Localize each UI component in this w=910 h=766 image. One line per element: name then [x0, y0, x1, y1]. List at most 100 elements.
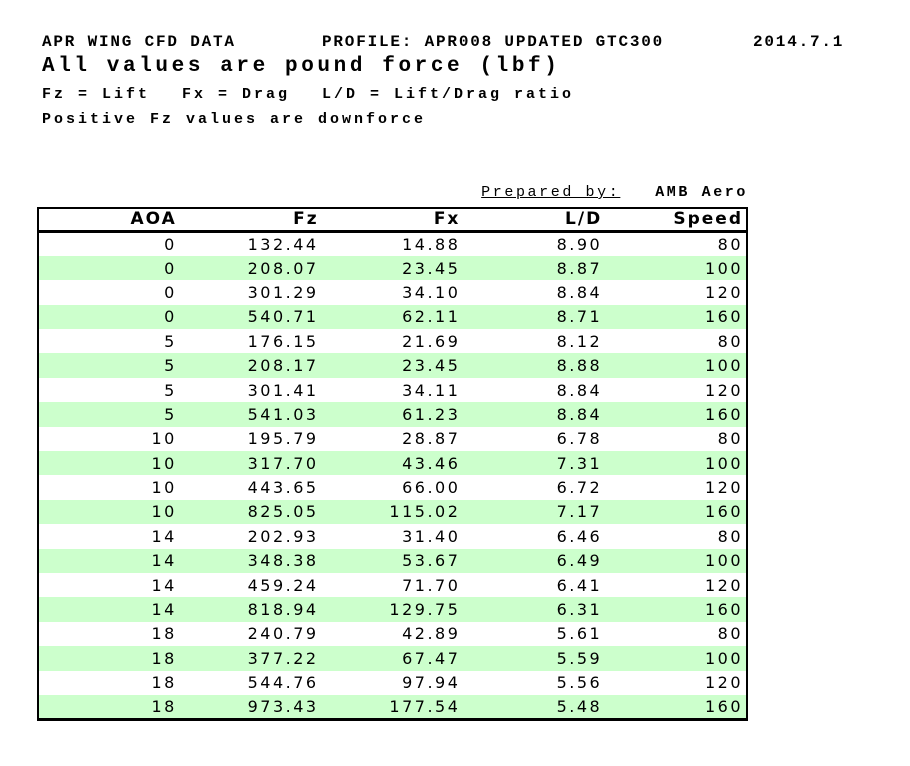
column-header-l-d: L/D	[463, 208, 606, 233]
spacer	[632, 184, 644, 201]
cell-l-d: 8.12	[556, 331, 603, 351]
cell-aoa: 14	[151, 600, 177, 620]
cell-fx: 31.40	[402, 526, 461, 546]
cell-l-d: 5.56	[556, 673, 603, 693]
cell-fx: 53.67	[402, 551, 461, 571]
cell-speed: 100	[704, 551, 743, 571]
cell-fx: 23.45	[402, 356, 461, 376]
cell-l-d: 8.84	[556, 380, 603, 400]
cell-aoa: 0	[164, 234, 177, 254]
cell-fx: 177.54	[389, 696, 461, 716]
units-subtitle: All values are pound force (lbf)	[42, 55, 561, 78]
cell-fz: 825.05	[247, 502, 319, 522]
column-header-fz: Fz	[179, 208, 322, 233]
cell-fx: 61.23	[402, 404, 461, 424]
cell-aoa: 14	[151, 575, 177, 595]
cell-speed: 100	[704, 648, 743, 668]
cell-fz: 132.44	[247, 234, 319, 254]
cell-speed: 80	[717, 526, 743, 546]
legend-ld: L/D = Lift/Drag ratio	[322, 86, 575, 103]
table-row: 0 208.07 23.45 8.87 100	[38, 255, 747, 281]
cell-fz: 301.41	[247, 380, 319, 400]
cell-speed: 100	[704, 453, 743, 473]
legend-fz: Fz = Lift	[42, 86, 151, 103]
column-header-aoa: AOA	[38, 208, 180, 233]
cell-speed: 160	[704, 307, 743, 327]
cell-fx: 21.69	[402, 331, 461, 351]
cell-l-d: 8.87	[556, 258, 603, 278]
cell-aoa: 14	[151, 551, 177, 571]
cell-aoa: 10	[151, 502, 177, 522]
cell-fx: 14.88	[402, 234, 461, 254]
cell-speed: 80	[717, 234, 743, 254]
cell-speed: 160	[704, 404, 743, 424]
cell-fz: 443.65	[247, 478, 319, 498]
cell-speed: 100	[704, 258, 743, 278]
cell-aoa: 10	[151, 453, 177, 473]
cell-l-d: 6.46	[556, 526, 603, 546]
cell-fx: 62.11	[402, 307, 461, 327]
cell-l-d: 5.59	[556, 648, 603, 668]
table-row: 5 541.03 61.23 8.84 160	[38, 402, 747, 427]
cell-speed: 160	[704, 600, 743, 620]
cell-aoa: 18	[151, 673, 177, 693]
cell-fz: 240.79	[247, 624, 319, 644]
cell-speed: 120	[704, 575, 743, 595]
profile-label: PROFILE: APR008 UPDATED GTC300	[322, 33, 665, 51]
cell-fz: 348.38	[247, 551, 319, 571]
cell-l-d: 8.88	[556, 356, 603, 376]
table-body: 0 132.44 14.88 8.90 80 0 208.07 23.45 8.87 100 0 30…	[38, 232, 747, 720]
table-row: 5 176.15 21.69 8.12 80	[38, 329, 747, 353]
cell-speed: 120	[704, 478, 743, 498]
cell-l-d: 8.71	[556, 307, 603, 327]
cell-speed: 120	[704, 282, 743, 302]
cell-l-d: 8.84	[556, 404, 603, 424]
downforce-note: Positive Fz values are downforce	[42, 111, 427, 128]
cell-aoa: 18	[151, 648, 177, 668]
column-header-fx: Fx	[321, 208, 464, 233]
cell-fx: 129.75	[389, 600, 461, 620]
cell-l-d: 8.84	[556, 282, 603, 302]
prepared-by-line: Prepared by: AMB Aero	[37, 184, 748, 201]
table-row: 10 195.79 28.87 6.78 80	[38, 427, 747, 451]
cell-aoa: 18	[151, 624, 177, 644]
data-table: AOA Fz Fx L/D Speed 0 132.44 14.88 8.90 80 0 208.0…	[37, 207, 748, 721]
table-row: 18 377.22 67.47 5.59 100	[38, 646, 747, 671]
table-row: 14 818.94 129.75 6.31 160	[38, 597, 747, 622]
table-row: 10 443.65 66.00 6.72 120	[38, 475, 747, 499]
cell-aoa: 5	[164, 404, 177, 424]
cell-fz: 208.07	[247, 258, 319, 278]
cell-fz: 459.24	[247, 575, 319, 595]
cell-fz: 202.93	[247, 526, 319, 546]
cell-aoa: 5	[164, 380, 177, 400]
table-row: 14 348.38 53.67 6.49 100	[38, 548, 747, 573]
table-row: 14 202.93 31.40 6.46 80	[38, 524, 747, 548]
cell-fz: 540.71	[247, 307, 319, 327]
cell-fx: 34.10	[402, 282, 461, 302]
cell-speed: 120	[704, 380, 743, 400]
cell-aoa: 0	[164, 307, 177, 327]
cell-fx: 66.00	[402, 478, 461, 498]
cell-aoa: 5	[164, 331, 177, 351]
cell-fz: 301.29	[247, 282, 319, 302]
document-title: APR WING CFD DATA	[42, 33, 236, 51]
cell-l-d: 6.72	[556, 478, 603, 498]
cell-l-d: 7.31	[556, 453, 603, 473]
table-row: 14 459.24 71.70 6.41 120	[38, 573, 747, 597]
table-row: 5 301.41 34.11 8.84 120	[38, 378, 747, 402]
cell-fz: 973.43	[247, 696, 319, 716]
cell-fz: 176.15	[247, 331, 319, 351]
cell-aoa: 18	[151, 696, 177, 716]
table-header: AOA Fz Fx L/D Speed	[38, 208, 747, 233]
cell-l-d: 6.31	[556, 600, 603, 620]
cell-aoa: 0	[164, 258, 177, 278]
cell-fx: 71.70	[402, 575, 461, 595]
column-header-speed: Speed	[605, 208, 747, 233]
cell-aoa: 14	[151, 526, 177, 546]
cell-fx: 28.87	[402, 429, 461, 449]
cell-fx: 34.11	[402, 380, 461, 400]
cell-speed: 80	[717, 331, 743, 351]
cell-speed: 100	[704, 356, 743, 376]
table-row: 0 132.44 14.88 8.90 80	[38, 232, 747, 256]
cell-fz: 377.22	[247, 648, 319, 668]
